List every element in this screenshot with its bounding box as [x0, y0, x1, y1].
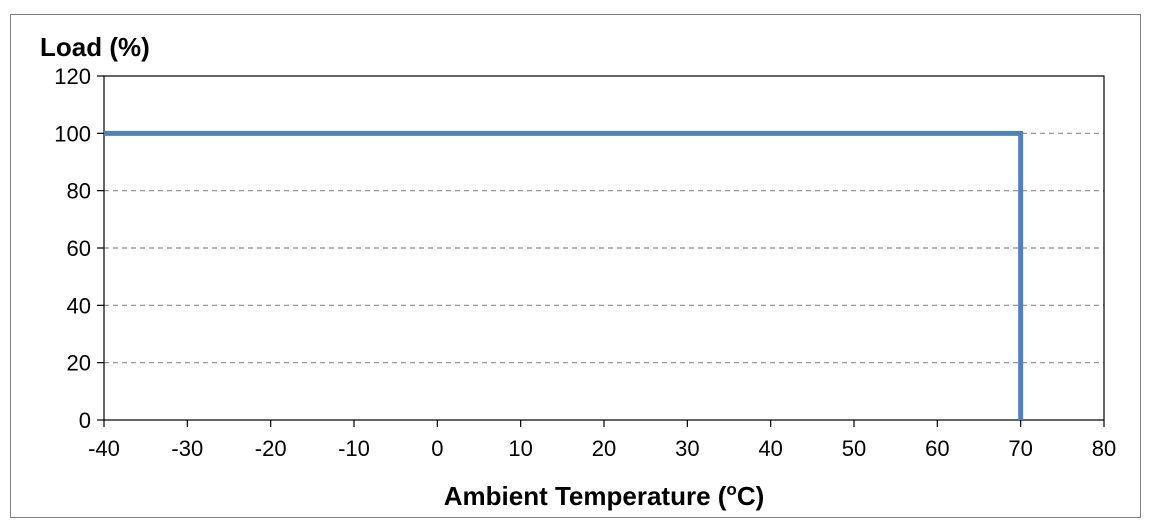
x-tick-label: 60	[925, 436, 949, 461]
x-tick-label: 30	[675, 436, 699, 461]
x-tick-label: 20	[592, 436, 616, 461]
x-axis-title-part: Ambient Temperature (	[444, 481, 727, 511]
series-layer	[104, 130, 1024, 420]
y-tick-label: 20	[67, 351, 91, 376]
x-tick-label: -20	[255, 436, 287, 461]
y-axis-title: Load (%)	[40, 32, 150, 62]
x-tick-label: 50	[842, 436, 866, 461]
x-tick-label: 10	[508, 436, 532, 461]
axis-ticks: 0 20 40 60 80 100 120 -40 -30 -20 -10 0 10 20 30 40 50 60…	[54, 64, 1116, 461]
grid-lines	[104, 132, 1104, 364]
y-tick-label: 0	[79, 408, 91, 433]
y-tick-label: 40	[67, 293, 91, 318]
x-tick-label: 70	[1008, 436, 1032, 461]
chart-frame	[10, 14, 1141, 518]
y-tick-label: 120	[54, 64, 91, 89]
x-tick-label: 80	[1092, 436, 1116, 461]
y-tick-label: 80	[67, 179, 91, 204]
x-tick-label: -10	[338, 436, 370, 461]
x-axis-title-superscript: o	[726, 480, 736, 499]
x-tick-label: -30	[171, 436, 203, 461]
x-tick-label: 0	[431, 436, 443, 461]
x-tick-label: 40	[758, 436, 782, 461]
x-axis-title-part: C)	[737, 481, 764, 511]
y-tick-label: 100	[54, 121, 91, 146]
y-tick-label: 60	[67, 236, 91, 261]
x-tick-label: -40	[88, 436, 120, 461]
series-line	[104, 130, 1024, 420]
x-axis-title: Ambient Temperature (oC)	[444, 480, 765, 511]
